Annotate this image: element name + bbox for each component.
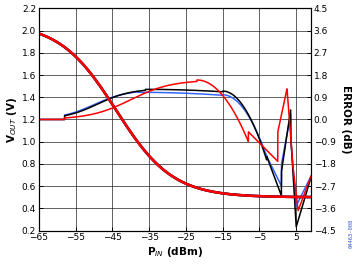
Text: 04463-008: 04463-008 [348,219,353,248]
X-axis label: P$_{IN}$ (dBm): P$_{IN}$ (dBm) [147,245,203,259]
Y-axis label: ERROR (dB): ERROR (dB) [341,85,351,154]
Y-axis label: V$_{OUT}$ (V): V$_{OUT}$ (V) [5,96,19,143]
